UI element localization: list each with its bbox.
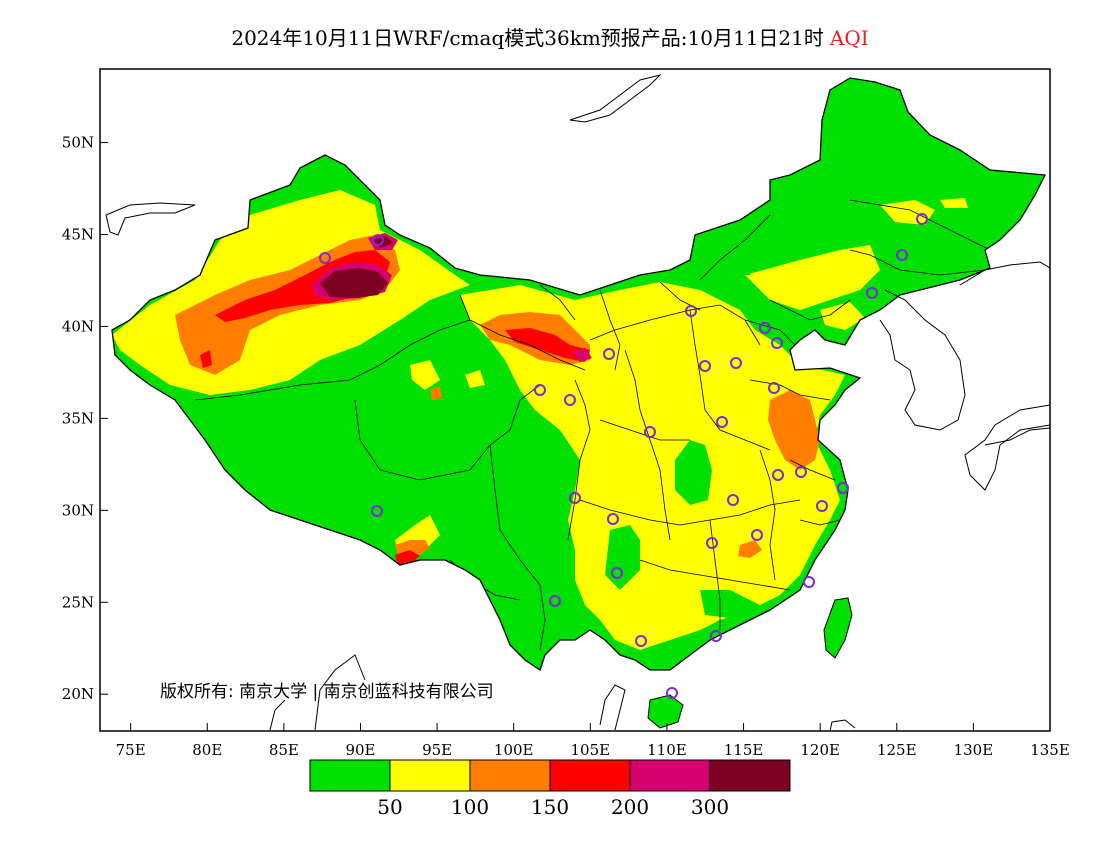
y-tick-label: 50N xyxy=(62,134,94,152)
station-markers xyxy=(319,213,928,699)
station-marker xyxy=(730,357,742,369)
station-marker xyxy=(569,492,581,504)
x-tick-label: 130E xyxy=(954,741,994,759)
taiwan-island xyxy=(823,597,853,659)
station-marker xyxy=(644,426,656,438)
station-marker xyxy=(716,416,728,428)
hainan-island xyxy=(647,694,684,729)
x-axis-ticks: 75E 80E 85E 90E 95E 100E 105E 110E 115E 120E 125E 1… xyxy=(116,723,1070,759)
map-title: 2024年10月11日WRF/cmaq模式36km预报产品:10月11日21时 A… xyxy=(0,22,1100,51)
station-marker xyxy=(666,687,678,699)
station-marker xyxy=(699,360,711,372)
legend-swatch xyxy=(709,759,791,792)
legend-label: 100 xyxy=(451,795,489,819)
x-tick-label: 95E xyxy=(422,741,452,759)
title-variable: AQI xyxy=(829,26,869,50)
legend-swatch xyxy=(469,759,551,792)
y-tick-label: 30N xyxy=(62,501,94,519)
station-marker xyxy=(772,469,784,481)
station-marker xyxy=(549,595,561,607)
legend-label: 200 xyxy=(611,795,649,819)
x-tick-label: 115E xyxy=(724,741,764,759)
x-tick-label: 90E xyxy=(345,741,375,759)
y-tick-label: 25N xyxy=(62,593,94,611)
title-text: 2024年10月11日WRF/cmaq模式36km预报产品:10月11日21时 xyxy=(231,26,824,50)
legend-swatch xyxy=(389,759,471,792)
station-marker xyxy=(710,630,722,642)
y-tick-label: 35N xyxy=(62,409,94,427)
station-marker xyxy=(607,513,619,525)
station-marker xyxy=(534,384,546,396)
station-marker xyxy=(837,482,849,494)
station-marker xyxy=(371,505,383,517)
copyright-text: 版权所有: 南京大学 | 南京创蓝科技有限公司 xyxy=(160,682,494,702)
station-marker xyxy=(319,252,331,264)
station-marker xyxy=(771,337,783,349)
station-marker xyxy=(866,287,878,299)
station-marker xyxy=(751,529,763,541)
x-tick-label: 75E xyxy=(116,741,146,759)
y-axis-ticks: 20N 25N 30N 35N 40N 45N 50N xyxy=(62,134,108,703)
x-tick-label: 85E xyxy=(269,741,299,759)
x-tick-label: 125E xyxy=(877,741,917,759)
station-marker xyxy=(611,567,623,579)
station-marker xyxy=(372,234,384,246)
y-tick-label: 20N xyxy=(62,685,94,703)
y-tick-label: 40N xyxy=(62,317,94,335)
x-tick-label: 120E xyxy=(800,741,840,759)
station-marker xyxy=(816,500,828,512)
station-marker xyxy=(768,382,780,394)
x-tick-label: 100E xyxy=(494,741,534,759)
legend-swatch xyxy=(629,759,711,792)
y-tick-label: 45N xyxy=(62,226,94,244)
station-marker xyxy=(635,635,647,647)
legend-label: 300 xyxy=(691,795,729,819)
station-marker xyxy=(795,466,807,478)
neighbor-coastlines xyxy=(105,74,1050,731)
legend-swatch xyxy=(309,759,391,792)
x-tick-label: 105E xyxy=(571,741,611,759)
station-marker xyxy=(564,394,576,406)
station-marker xyxy=(759,322,771,334)
x-tick-label: 110E xyxy=(647,741,687,759)
province-boundaries xyxy=(194,199,991,651)
legend-label: 50 xyxy=(377,795,402,819)
station-marker xyxy=(896,249,908,261)
station-marker xyxy=(685,305,697,317)
station-marker xyxy=(916,213,928,225)
station-marker xyxy=(727,494,739,506)
legend-label: 150 xyxy=(531,795,569,819)
x-tick-label: 80E xyxy=(192,741,222,759)
aqi-legend: 50 100 150 200 300 xyxy=(309,759,791,819)
station-marker xyxy=(706,537,718,549)
x-tick-label: 135E xyxy=(1030,741,1070,759)
legend-swatch xyxy=(549,759,631,792)
station-marker xyxy=(803,576,815,588)
station-marker xyxy=(603,348,615,360)
